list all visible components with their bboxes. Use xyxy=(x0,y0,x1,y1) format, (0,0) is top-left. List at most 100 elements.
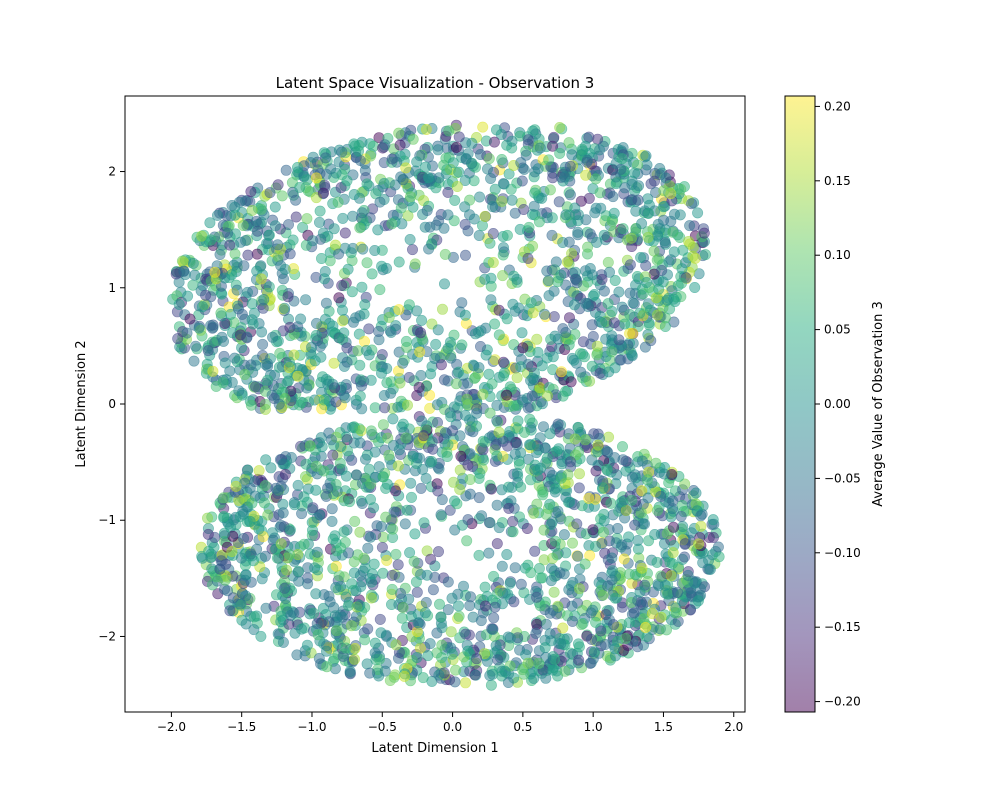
scatter-point xyxy=(559,171,571,183)
scatter-point xyxy=(615,354,627,366)
scatter-point xyxy=(349,515,361,527)
scatter-point xyxy=(554,122,566,134)
scatter-point xyxy=(549,535,561,547)
scatter-point xyxy=(423,172,435,184)
scatter-point xyxy=(190,340,202,352)
scatter-point xyxy=(438,222,450,234)
scatter-point xyxy=(548,311,560,323)
scatter-point xyxy=(386,153,398,165)
scatter-point xyxy=(248,555,260,567)
scatter-point xyxy=(251,543,263,555)
scatter-point xyxy=(188,355,200,367)
scatter-point xyxy=(591,236,603,248)
scatter-point xyxy=(586,269,598,281)
scatter-point xyxy=(272,485,284,497)
scatter-point xyxy=(419,161,431,173)
scatter-point xyxy=(219,574,231,586)
scatter-point xyxy=(634,307,646,319)
scatter-point xyxy=(607,191,619,203)
scatter-point xyxy=(386,218,398,230)
scatter-point xyxy=(375,367,387,379)
scatter-point xyxy=(342,547,354,559)
scatter-point xyxy=(431,627,443,639)
scatter-point xyxy=(356,403,368,415)
scatter-point xyxy=(212,209,224,221)
scatter-point xyxy=(578,351,590,363)
scatter-point xyxy=(481,590,493,602)
scatter-point xyxy=(591,349,603,361)
scatter-point xyxy=(301,213,313,225)
scatter-point xyxy=(661,294,673,306)
scatter-point xyxy=(207,319,219,331)
scatter-point xyxy=(365,425,377,437)
scatter-point xyxy=(616,153,628,165)
scatter-point xyxy=(245,359,257,371)
scatter-point xyxy=(624,308,636,320)
scatter-point xyxy=(539,442,551,454)
scatter-point xyxy=(485,483,497,495)
x-tick-label: 1.0 xyxy=(584,720,603,734)
scatter-point xyxy=(389,179,401,191)
scatter-point xyxy=(399,518,411,530)
scatter-point xyxy=(348,556,360,568)
scatter-point xyxy=(488,612,500,624)
scatter-point xyxy=(446,592,458,604)
scatter-point xyxy=(546,229,558,241)
scatter-point xyxy=(410,576,422,588)
scatter-point xyxy=(693,538,705,550)
scatter-point xyxy=(509,562,521,574)
scatter-point xyxy=(552,505,564,517)
scatter-point xyxy=(314,205,326,217)
scatter-point xyxy=(181,327,193,339)
scatter-point xyxy=(512,423,524,435)
scatter-point xyxy=(675,183,687,195)
scatter-point xyxy=(590,616,602,628)
scatter-point xyxy=(260,359,272,371)
scatter-point xyxy=(586,319,598,331)
scatter-point xyxy=(233,303,245,315)
scatter-point xyxy=(420,596,432,608)
scatter-point xyxy=(608,317,620,329)
scatter-point xyxy=(442,604,454,616)
scatter-point xyxy=(684,220,696,232)
scatter-point xyxy=(470,420,482,432)
scatter-point xyxy=(624,287,636,299)
scatter-point xyxy=(541,452,553,464)
scatter-point xyxy=(233,385,245,397)
scatter-point xyxy=(628,607,640,619)
scatter-point xyxy=(508,400,520,412)
scatter-point xyxy=(465,158,477,170)
scatter-point xyxy=(629,167,641,179)
scatter-point xyxy=(361,257,373,269)
scatter-point xyxy=(590,465,602,477)
scatter-point xyxy=(665,570,677,582)
scatter-point xyxy=(528,200,540,212)
scatter-point xyxy=(363,323,375,335)
scatter-point xyxy=(365,592,377,604)
scatter-point xyxy=(464,414,476,426)
scatter-point xyxy=(377,567,389,579)
scatter-point xyxy=(335,440,347,452)
scatter-point xyxy=(588,288,600,300)
scatter-point xyxy=(354,526,366,538)
scatter-point xyxy=(485,272,497,284)
scatter-point xyxy=(345,620,357,632)
scatter-point xyxy=(646,608,658,620)
scatter-point xyxy=(539,642,551,654)
scatter-point xyxy=(695,520,707,532)
scatter-point xyxy=(320,645,332,657)
scatter-point xyxy=(293,575,305,587)
scatter-point xyxy=(615,163,627,175)
scatter-point xyxy=(289,499,301,511)
scatter-point xyxy=(489,183,501,195)
scatter-point xyxy=(253,523,265,535)
scatter-point xyxy=(397,357,409,369)
scatter-point xyxy=(229,248,241,260)
scatter-point xyxy=(581,156,593,168)
scatter-point xyxy=(373,325,385,337)
scatter-point xyxy=(521,522,533,534)
scatter-point xyxy=(487,624,499,636)
scatter-point xyxy=(395,202,407,214)
scatter-point xyxy=(459,175,471,187)
scatter-point xyxy=(594,187,606,199)
